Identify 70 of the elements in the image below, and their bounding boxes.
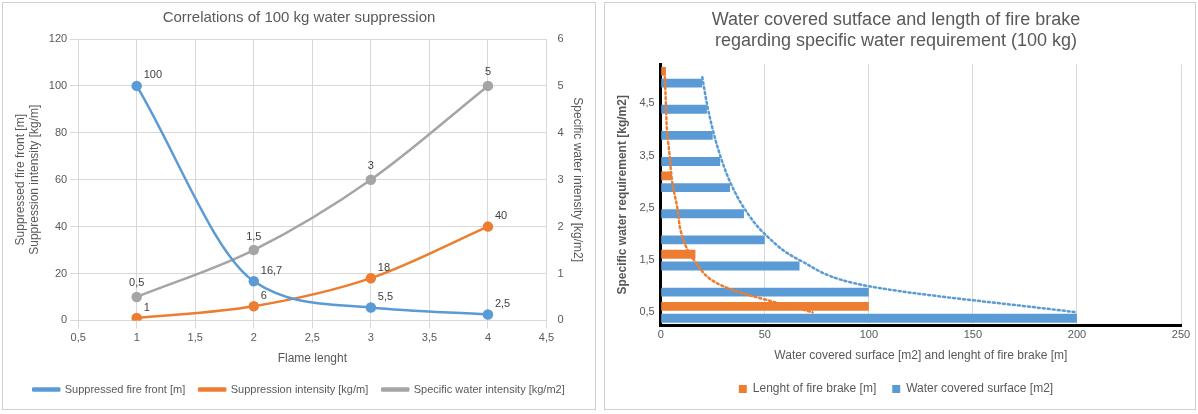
y-tick-label: 100 — [48, 78, 68, 91]
x-tick-label: 100 — [859, 328, 878, 341]
y-tick-label: 20 — [54, 266, 68, 279]
y-tick-label: 80 — [54, 125, 68, 138]
x-tick-label: 3 — [367, 331, 374, 344]
y-tick-label: 1,5 — [639, 253, 655, 266]
data-label: 5 — [484, 65, 491, 78]
point — [482, 309, 494, 320]
y-tick-label: 0,5 — [639, 305, 655, 318]
y-tick-label: 3,5 — [639, 148, 655, 161]
data-label: 16,7 — [260, 263, 283, 276]
point — [248, 244, 260, 256]
point — [482, 221, 494, 232]
chart-title: Water covered sutface and length of fire brake regarding specific water requirement (100 kg) — [711, 8, 1081, 51]
y2-axis-title: Specific water intensity [kg/m2] — [571, 97, 586, 263]
y2-tick-label: 6 — [557, 32, 564, 45]
data-label: 1 — [143, 300, 150, 313]
point — [248, 275, 260, 287]
data-label: 0,5 — [129, 276, 145, 289]
data-label: 1,5 — [246, 229, 262, 242]
legend-label: Water covered surface [m2] — [906, 381, 1054, 396]
point — [482, 80, 494, 92]
y2-tick-label: 2 — [557, 219, 564, 232]
y-axis-title: Suppressed fire front [m] Suppression intensity [kg/m] — [12, 104, 41, 255]
y-axis-title: Specific water requirement [kg/m2] — [614, 95, 629, 295]
data-label: 100 — [143, 68, 163, 81]
y2-tick-label: 0 — [557, 313, 564, 326]
x-tick-label: 50 — [758, 328, 771, 341]
x-tick-label: 250 — [1171, 328, 1191, 341]
point — [248, 301, 260, 312]
x-axis-title: Flame lenght — [277, 351, 348, 366]
data-label: 5,5 — [377, 290, 394, 303]
x-tick-label: 2,5 — [304, 331, 320, 344]
x-tick-label: 0 — [657, 328, 664, 341]
y-tick-label: 60 — [54, 172, 68, 185]
data-label: 6 — [260, 288, 267, 301]
y-tick-label: 4,5 — [639, 96, 655, 109]
point — [365, 272, 377, 284]
y-tick-label: 40 — [54, 219, 68, 232]
data-label: 18 — [377, 260, 391, 273]
x-tick-label: 200 — [1067, 328, 1087, 341]
data-label: 3 — [367, 159, 374, 172]
legend-label: Specific water intensity [kg/m2] — [413, 382, 565, 395]
x-tick-label: 4,5 — [538, 331, 555, 344]
x-tick-label: 1,5 — [187, 331, 203, 344]
y2-tick-label: 4 — [557, 125, 564, 138]
point — [365, 302, 377, 313]
x-tick-label: 3,5 — [421, 331, 438, 344]
y-tick-label: 120 — [48, 32, 68, 45]
y2-tick-label: 5 — [557, 78, 564, 91]
legend-label: Suppression intensity [kg/m] — [230, 382, 369, 395]
x-tick-label: 2 — [250, 331, 257, 344]
legend-label: Suppressed fire front [m] — [64, 382, 186, 395]
legend-label: Lenght of fire brake [m] — [752, 381, 877, 396]
y2-tick-label: 1 — [557, 266, 564, 279]
data-label: 2,5 — [494, 297, 511, 310]
y-tick-label: 2,5 — [639, 200, 655, 213]
data-label: 40 — [494, 209, 508, 222]
point — [131, 312, 142, 321]
point — [131, 80, 142, 92]
x-tick-label: 150 — [963, 328, 983, 341]
point — [365, 174, 377, 185]
x-tick-label: 1 — [133, 331, 140, 344]
y-tick-label: 0 — [61, 313, 68, 326]
x-tick-label: 4 — [484, 331, 491, 344]
y2-tick-label: 3 — [557, 172, 564, 185]
x-axis-title: Water covered surface [m2] and lenght of fire brake [m] — [774, 348, 1068, 363]
chart-title: Correlations of 100 kg water suppression — [162, 8, 436, 26]
x-tick-label: 0,5 — [70, 331, 86, 344]
point — [131, 291, 142, 303]
